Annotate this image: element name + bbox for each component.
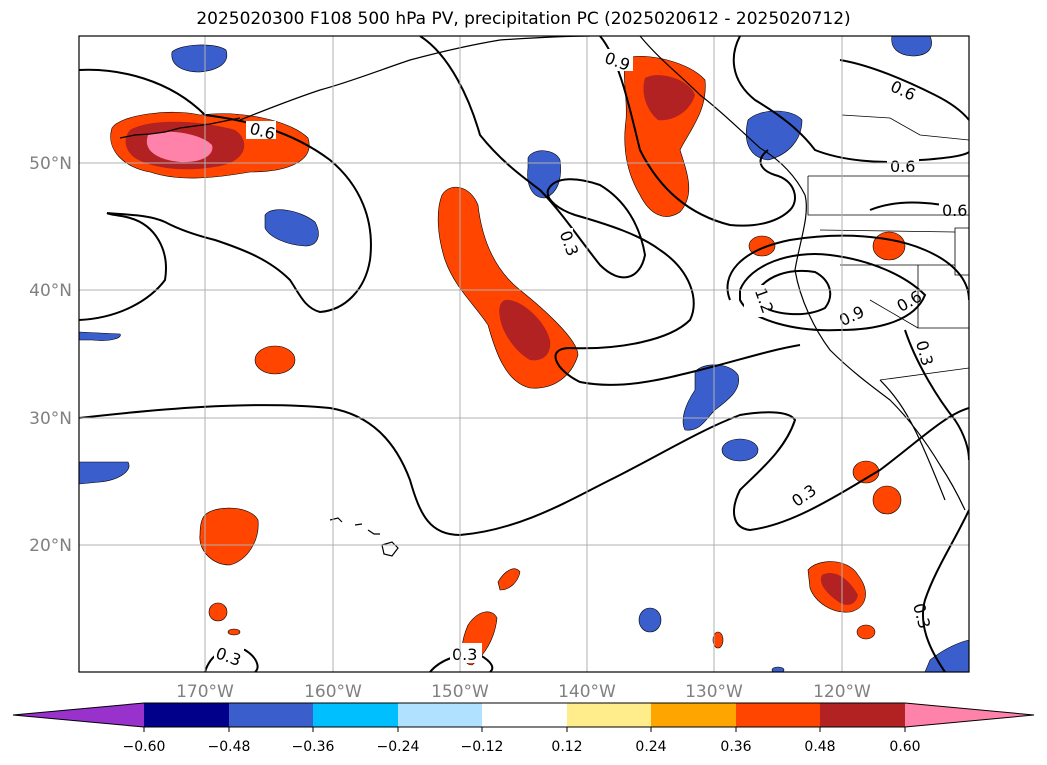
lon-tick-label: 120°W [813,682,871,702]
colorbar-tick-label: 0.60 [889,739,920,755]
precip-core-cell-11 [820,572,858,605]
lon-tick-labels: 170°W 160°W 150°W 140°W 130°W 120°W [176,682,871,702]
state-border-6 [954,227,969,276]
lat-tick-label: 20°N [29,536,72,556]
colorbar-bin [736,703,820,727]
gridlines [79,36,969,672]
colorbar-bin [567,703,651,727]
lon-tick-label: 150°W [431,682,489,702]
colorbar-bin [313,703,398,727]
bc-coast [639,36,966,511]
colorbar-extend-low [13,703,144,727]
lat-tick-label: 50°N [29,154,72,174]
neg-area-8 [79,461,130,485]
lat-tick-label: 30°N [29,409,72,429]
map-title: 2025020300 F108 500 hPa PV, precipitatio… [196,9,851,29]
contour-label: 0.3 [452,645,477,664]
precip-cell-5 [497,568,521,591]
lon-tick-label: 140°W [558,682,616,702]
precip-cell-3 [208,602,228,622]
neg-area-1 [171,44,228,73]
contour-labels: 0.6 0.3 0.9 0.6 0.6 0.6 0.9 0.6 1.2 0.3 … [213,48,969,670]
precip-cell-12 [856,624,876,640]
neg-area-9 [79,331,121,341]
canada-internal-2 [841,114,969,141]
map-content: 0.6 0.3 0.9 0.6 0.6 0.6 0.9 0.6 1.2 0.3 … [79,36,969,672]
precip-core-bc-coast [643,75,695,121]
alaska-islands [119,117,241,139]
baja-coast [879,379,946,501]
colorbar-bin [229,703,313,727]
colorbar-tick-label: 0.36 [720,739,751,755]
colorbar-bin [651,703,736,727]
lat-tick-label: 40°N [29,281,72,301]
neg-area-11 [924,639,969,672]
pv-contour-0.3-central [79,404,969,537]
neg-area-7 [721,438,759,462]
lat-tick-labels: 50°N 40°N 30°N 20°N [29,154,72,556]
pv-contour-0.6-northeast [839,59,969,121]
neg-area-5 [891,36,932,57]
colorbar-bin [398,703,482,727]
precip-cell-1 [254,345,296,375]
neg-area-10 [638,607,662,633]
colorbar-extend-high [905,703,1034,727]
pv-contour-0.3-west [79,212,167,321]
state-border-1 [807,176,969,216]
precip-cell-10 [872,485,902,515]
contour-label: 0.6 [942,201,967,220]
pv-contour-0.3-bottom-left [204,647,259,672]
colorbar-tick-label: −0.48 [208,739,251,755]
neg-area-6 [682,364,739,431]
precip-cell-4 [227,628,241,636]
pv-contour-0.6-bc [732,36,969,163]
colorbar-tick-label: −0.36 [292,739,335,755]
precip-cell-2 [199,507,259,566]
colorbar-tick-label: −0.60 [123,739,166,755]
state-border-5 [869,299,919,329]
colorbar-bin [482,703,567,727]
neg-area-2 [264,209,319,247]
lon-tick-label: 170°W [176,682,234,702]
colorbar-tick-label: 0.24 [635,739,666,755]
pv-contour-0.9-bc [599,36,796,227]
pv-contour-0.9-loop [739,253,927,332]
pv-contour-0.6-north [79,68,372,314]
coastlines [119,36,966,511]
colorbar-bin [144,703,229,727]
pv-contour-0.3-se [904,329,969,461]
colorbar-bin [820,703,905,727]
pv-contour-0.6-outer [726,234,969,301]
neg-area-12 [771,666,785,672]
alaska-coast [239,36,591,121]
pv-contour-1.2-loop [753,269,832,316]
precip-cell-8 [872,231,906,261]
precip-cell-13 [712,631,724,649]
pv-contour-0.3-north [419,36,801,386]
colorbar-tick-label: 0.12 [551,739,582,755]
map-frame [78,35,970,673]
lon-tick-label: 130°W [685,682,743,702]
colorbar-tick-label: −0.24 [377,739,420,755]
colorbar-tick-label: 0.48 [804,739,835,755]
precip-core-central-band [499,299,551,361]
lon-tick-label: 160°W [304,682,362,702]
precip-cell-9 [852,460,880,484]
precip-max-aleutian [146,131,213,163]
pv-contour-0.3-south [921,509,969,672]
contour-label: 0.6 [890,157,915,176]
colorbar-tick-label: −0.12 [461,739,504,755]
us-mexico-border [879,367,969,381]
colorbar: −0.60 −0.48 −0.36 −0.24 −0.12 0.12 0.24 … [12,702,1035,755]
